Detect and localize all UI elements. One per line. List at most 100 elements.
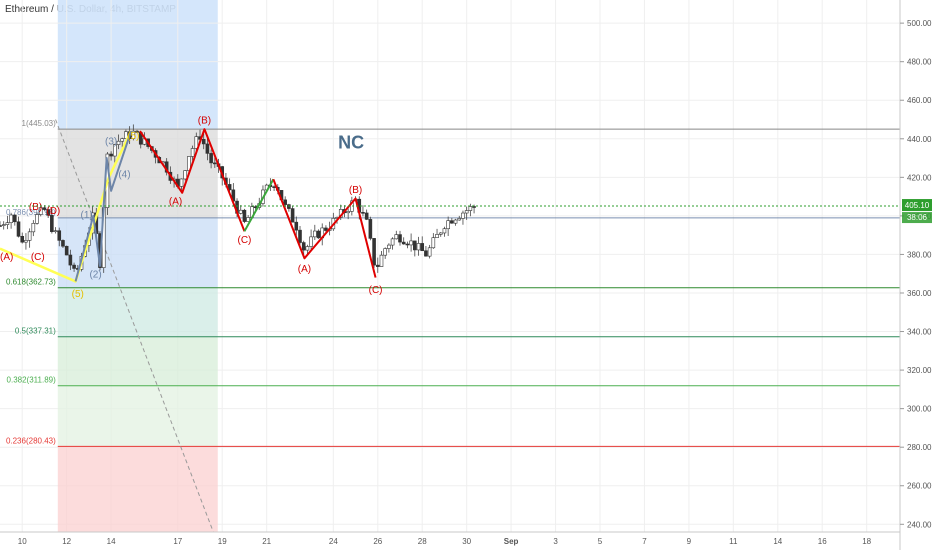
- x-tick-label: 24: [329, 537, 338, 546]
- candle-body: [409, 240, 413, 246]
- candle-body: [53, 230, 58, 233]
- x-tick-label: 19: [218, 537, 227, 546]
- wave-label: (B): [198, 115, 211, 126]
- y-tick-label: 480.00: [907, 58, 932, 67]
- candle-body: [272, 186, 276, 188]
- wave-label: (5): [72, 289, 84, 300]
- last-price-tag: 405.10 38:06: [0, 199, 932, 224]
- candle-body: [201, 139, 206, 145]
- fib-level-label: 0.618(362.73): [6, 278, 56, 287]
- fibonacci-layer: 1(445.03) 0.786(398.98) 0.618(362.73) 0.5(3…: [6, 119, 900, 533]
- x-tick-label: 9: [687, 537, 692, 546]
- candle-body: [242, 209, 247, 222]
- candle-body: [1, 224, 6, 226]
- wave-label: (A): [169, 196, 182, 207]
- wave-label: (2): [89, 270, 101, 281]
- candle-body: [72, 264, 76, 269]
- red-wave-line: [139, 128, 246, 232]
- candle-body: [213, 162, 217, 165]
- countdown-value: 38:06: [907, 213, 928, 222]
- blue-wave-line: [74, 130, 133, 282]
- candle-body: [190, 148, 195, 157]
- candle-body: [450, 220, 454, 224]
- candle-body: [16, 221, 21, 237]
- candle-body: [438, 232, 443, 235]
- candle-body: [209, 153, 213, 164]
- fib-zone: [57, 336, 218, 386]
- candle-body: [135, 130, 139, 133]
- candle-body: [5, 222, 10, 225]
- candle-body: [187, 156, 191, 171]
- candle-body: [0, 225, 2, 227]
- candle-body: [427, 247, 432, 257]
- y-axis: 240.00 260.00 280.00 300.00 320.00 340.00 360.…: [900, 19, 932, 529]
- fib-zone: [57, 446, 218, 532]
- candle-body: [238, 209, 243, 214]
- green-wave-line: [243, 178, 275, 232]
- y-tick-label: 420.00: [907, 173, 932, 182]
- x-tick-label: Sep: [504, 537, 519, 546]
- candle-body: [420, 243, 425, 252]
- countdown-tag: [902, 212, 932, 224]
- grid-layer: [0, 0, 900, 532]
- candle-body: [468, 206, 473, 211]
- y-tick-label: 240.00: [907, 520, 932, 529]
- last-price-value: 405.10: [905, 201, 930, 210]
- candle-body: [424, 250, 428, 257]
- candle-body: [398, 234, 402, 243]
- y-tick-label: 440.00: [907, 135, 932, 144]
- candle-body: [435, 234, 439, 238]
- candle-body: [394, 234, 399, 240]
- y-tick-label: 260.00: [907, 482, 932, 491]
- wave-label: (1): [81, 210, 93, 221]
- candle-body: [431, 237, 436, 249]
- candle-body: [24, 240, 28, 243]
- y-tick-label: 280.00: [907, 443, 932, 452]
- candle-body: [294, 221, 299, 231]
- candle-body: [364, 212, 369, 220]
- candle-body: [372, 238, 376, 266]
- candle-body: [383, 248, 387, 256]
- candle-body: [57, 230, 62, 241]
- candle-body: [205, 143, 210, 154]
- candle-body: [38, 207, 43, 215]
- x-tick-label: 18: [862, 537, 871, 546]
- candle-body: [183, 170, 187, 180]
- y-tick-label: 380.00: [907, 250, 932, 259]
- diagonal-trendline: [55, 119, 214, 533]
- candle-body: [324, 227, 328, 231]
- candle-body: [453, 219, 458, 224]
- candle-body: [9, 214, 13, 223]
- last-price-tag: [902, 199, 932, 212]
- wave-label: (C): [369, 285, 383, 296]
- candle-body: [116, 140, 121, 145]
- wave-label: (3): [105, 137, 117, 148]
- x-axis: 10 12 14 17 19 21 24 26 28 30 Sep 3 5 7 9 11 14 16 18: [18, 537, 872, 546]
- candle-body: [316, 230, 321, 239]
- wave-labels-layer: (A) (B) (C) (D) (1) (2) (3) (4) (5) (5) (A) (B) (C) (…: [0, 115, 383, 299]
- candle-body: [194, 136, 199, 149]
- candle-body: [442, 228, 447, 234]
- candle-body: [313, 230, 317, 238]
- candle-body: [131, 130, 136, 139]
- fib-zone: [57, 129, 218, 218]
- fib-zone: [57, 385, 218, 447]
- fib-level-label: 0.5(337.31): [15, 327, 56, 336]
- candle-body: [346, 211, 350, 214]
- x-tick-label: 21: [262, 537, 271, 546]
- candle-body: [287, 204, 291, 209]
- wave-label: (4): [118, 169, 130, 180]
- candle-body: [283, 199, 287, 205]
- candle-body: [301, 242, 306, 251]
- candle-body: [472, 206, 476, 208]
- candle-body: [298, 229, 302, 243]
- yellow-wave-line: [0, 130, 133, 283]
- candle-body: [461, 212, 465, 219]
- x-tick-label: 10: [18, 537, 27, 546]
- fib-level-label: 0.786(398.98): [6, 208, 56, 217]
- wave-label: (A): [298, 264, 311, 275]
- candle-body: [361, 212, 365, 214]
- nc-annotation: NC: [338, 132, 364, 152]
- x-tick-label: 14: [107, 537, 116, 546]
